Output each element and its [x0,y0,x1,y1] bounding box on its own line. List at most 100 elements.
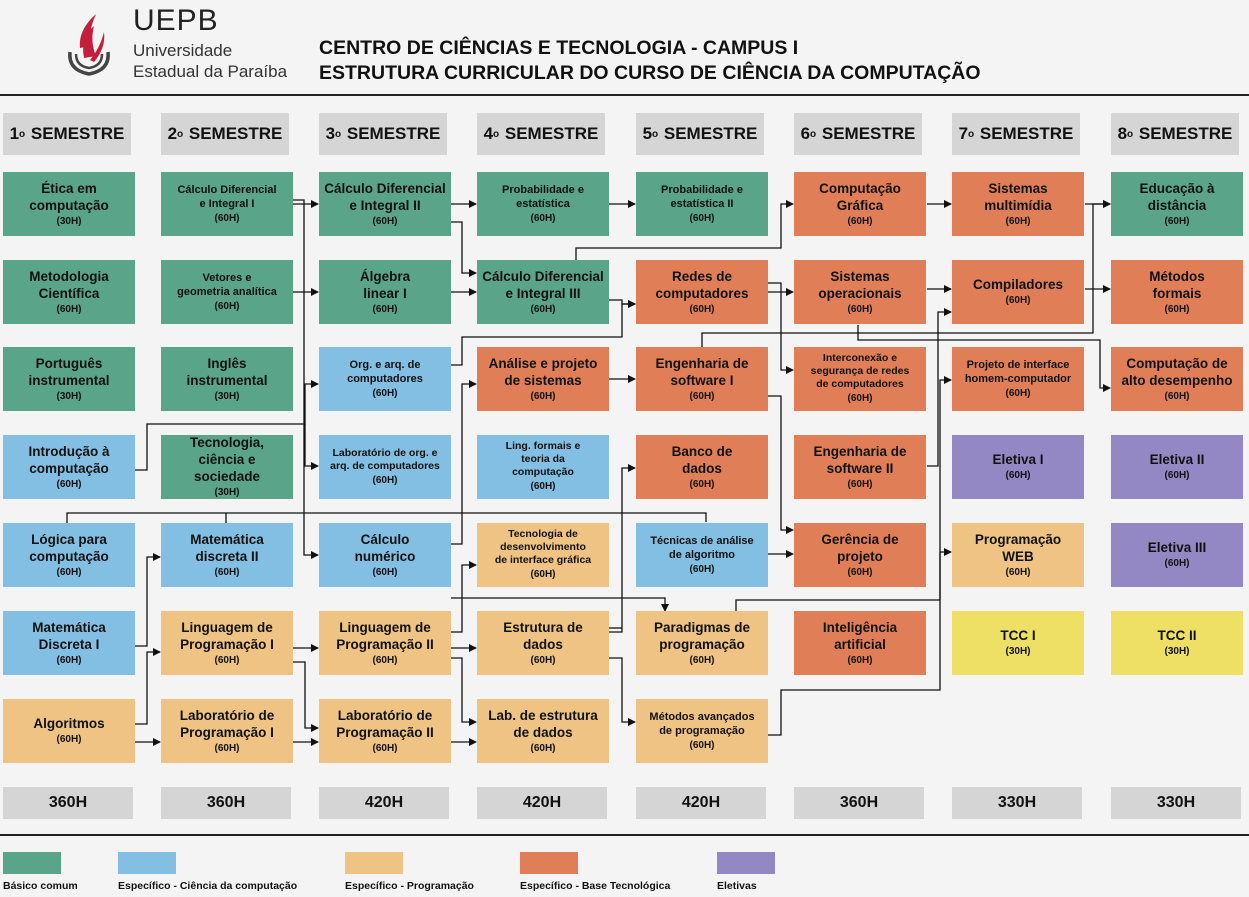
course-es2[interactable]: Engenharia de software II (60H) [794,435,926,499]
course-portugues[interactable]: Português instrumental (30H) [3,347,135,411]
course-name: Tecnologia, ciência e sociedade [189,435,264,484]
course-el3[interactable]: Eletiva III (60H) [1111,523,1243,587]
course-name: Introdução à computação [28,443,110,476]
course-lp1[interactable]: Linguagem de Programação I (60H) [161,611,293,675]
course-hours: (60H) [56,654,82,666]
course-tecsoc[interactable]: Tecnologia, ciência e sociedade (30H) [161,435,293,499]
course-hours: (30H) [214,487,240,498]
course-name: Linguagem de Programação I [180,619,274,652]
course-vetores[interactable]: Vetores e geometria analítica (60H) [161,260,293,324]
course-lfa[interactable]: Ling. formais e teoria da computação (60H… [477,435,609,499]
bottom-divider [0,834,1249,836]
course-name: Laboratório de Programação II [336,707,434,740]
semester-number: 8 [1117,124,1128,143]
course-gp[interactable]: Gerência de projeto (60H) [794,523,926,587]
course-metodologia[interactable]: Metodologia Científica (60H) [3,260,135,324]
course-laborg[interactable]: Laboratório de org. e arq. de computador… [319,435,451,499]
prereq-arrow [575,200,794,260]
course-lp2[interactable]: Linguagem de Programação II (60H) [319,611,451,675]
course-calc1[interactable]: Cálculo Diferencial e Integral I (60H) [161,172,293,236]
course-labed[interactable]: Lab. de estrutura de dados (60H) [477,699,609,763]
course-algoritmos[interactable]: Algoritmos (60H) [3,699,135,763]
prereq-arrow [767,395,794,534]
ordinal-mark: o [1127,128,1134,140]
course-sm[interactable]: Sistemas multimídia (60H) [952,172,1084,236]
prereq-arrow [609,464,636,633]
course-hours: (60H) [214,300,240,312]
course-hours: (60H) [56,566,82,578]
course-logica[interactable]: Lógica para computação (60H) [3,523,135,587]
course-name: Métodos avançados de programação [649,710,755,737]
course-name: Tecnologia de desenvolvimento de interfa… [494,528,592,566]
course-hours: (60H) [214,212,240,224]
course-prob[interactable]: Probabilidade e estatística (60H) [477,172,609,236]
course-name: Álgebra linear I [359,268,411,301]
course-hours: (60H) [1164,470,1190,481]
course-comp[interactable]: Compiladores (60H) [952,260,1084,324]
course-hours: (60H) [372,654,398,666]
uepb-logo-icon [68,14,110,76]
semester-label: SEMESTRE [184,124,283,143]
course-ihc[interactable]: Projeto de interface homem-computador (60… [952,347,1084,411]
course-name: TCC I [1000,628,1036,643]
course-calc2[interactable]: Cálculo Diferencial e Integral II (60H) [319,172,451,236]
course-cad[interactable]: Computação de alto desempenho (60H) [1111,347,1243,411]
course-hours: (60H) [372,387,398,399]
course-hours: (60H) [689,390,715,402]
course-calcnum[interactable]: Cálculo numérico (60H) [319,523,451,587]
course-name: Lógica para computação [29,531,109,564]
course-etica[interactable]: Ética em computação (30H) [3,172,135,236]
course-el1[interactable]: Eletiva I (60H) [952,435,1084,499]
course-ead[interactable]: Educação à distância (60H) [1111,172,1243,236]
prereq-arrow [927,308,952,467]
course-labp2[interactable]: Laboratório de Programação II (60H) [319,699,451,763]
course-name: Eletiva II [1149,452,1205,467]
course-name: Probabilidade e estatística [502,183,584,210]
course-el2[interactable]: Eletiva II (60H) [1111,435,1243,499]
course-ingles[interactable]: Inglês instrumental (30H) [161,347,293,411]
course-tdig[interactable]: Tecnologia de desenvolvimento de interfa… [477,523,609,587]
title-line-1: CENTRO DE CIÊNCIAS E TECNOLOGIA - CAMPUS… [319,37,799,59]
course-map[interactable]: Métodos avançados de programação (60H) [636,699,768,763]
course-isrc[interactable]: Interconexão e segurança de redes de com… [794,347,926,411]
prereq-arrow [134,380,319,471]
course-hours: (60H) [847,303,873,315]
ordinal-mark: o [177,128,184,140]
semester-number: 4 [483,124,494,143]
course-ia[interactable]: Inteligência artificial (60H) [794,611,926,675]
course-name: Programação WEB [974,531,1062,564]
course-bd[interactable]: Banco de dados (60H) [636,435,768,499]
course-mf[interactable]: Métodos formais (60H) [1111,260,1243,324]
course-tcc1[interactable]: TCC I (30H) [952,611,1084,675]
course-intro[interactable]: Introdução à computação (60H) [3,435,135,499]
course-hours: (60H) [530,481,556,492]
course-redes[interactable]: Redes de computadores (60H) [636,260,768,324]
course-aps[interactable]: Análise e projeto de sistemas (60H) [477,347,609,411]
semester-number: 2 [167,124,178,143]
course-hours: (30H) [214,390,240,402]
course-matdisc1[interactable]: Matemática Discreta I (60H) [3,611,135,675]
course-prob2[interactable]: Probabilidade e estatística II (60H) [636,172,768,236]
course-so[interactable]: Sistemas operacionais (60H) [794,260,926,324]
header: UEPB Universidade Estadual da Paraíba CE… [0,0,1249,96]
course-labp1[interactable]: Laboratório de Programação I (60H) [161,699,293,763]
course-orgarq[interactable]: Org. e arq. de computadores (60H) [319,347,451,411]
course-web[interactable]: Programação WEB (60H) [952,523,1084,587]
course-es1[interactable]: Engenharia de software I (60H) [636,347,768,411]
course-hours: (30H) [56,390,82,402]
semester-total-6: 360H [794,787,924,819]
course-matdisc2[interactable]: Matemática discreta II (60H) [161,523,293,587]
course-ed[interactable]: Estrutura de dados (60H) [477,611,609,675]
course-tcc2[interactable]: TCC II (30H) [1111,611,1243,675]
course-algebra[interactable]: Álgebra linear I (60H) [319,260,451,324]
course-name: Banco de dados [671,443,733,476]
course-taa[interactable]: Técnicas de análise de algoritmo (60H) [636,523,768,587]
course-calc3[interactable]: Cálculo Diferencial e Integral III (60H) [477,260,609,324]
legend-swatch-ciencia [118,852,176,874]
university-line-2: Estadual da Paraíba [133,62,288,81]
legend-swatch-basico [3,852,61,874]
course-cg[interactable]: Computação Gráfica (60H) [794,172,926,236]
course-paradigmas[interactable]: Paradigmas de programação (60H) [636,611,768,675]
